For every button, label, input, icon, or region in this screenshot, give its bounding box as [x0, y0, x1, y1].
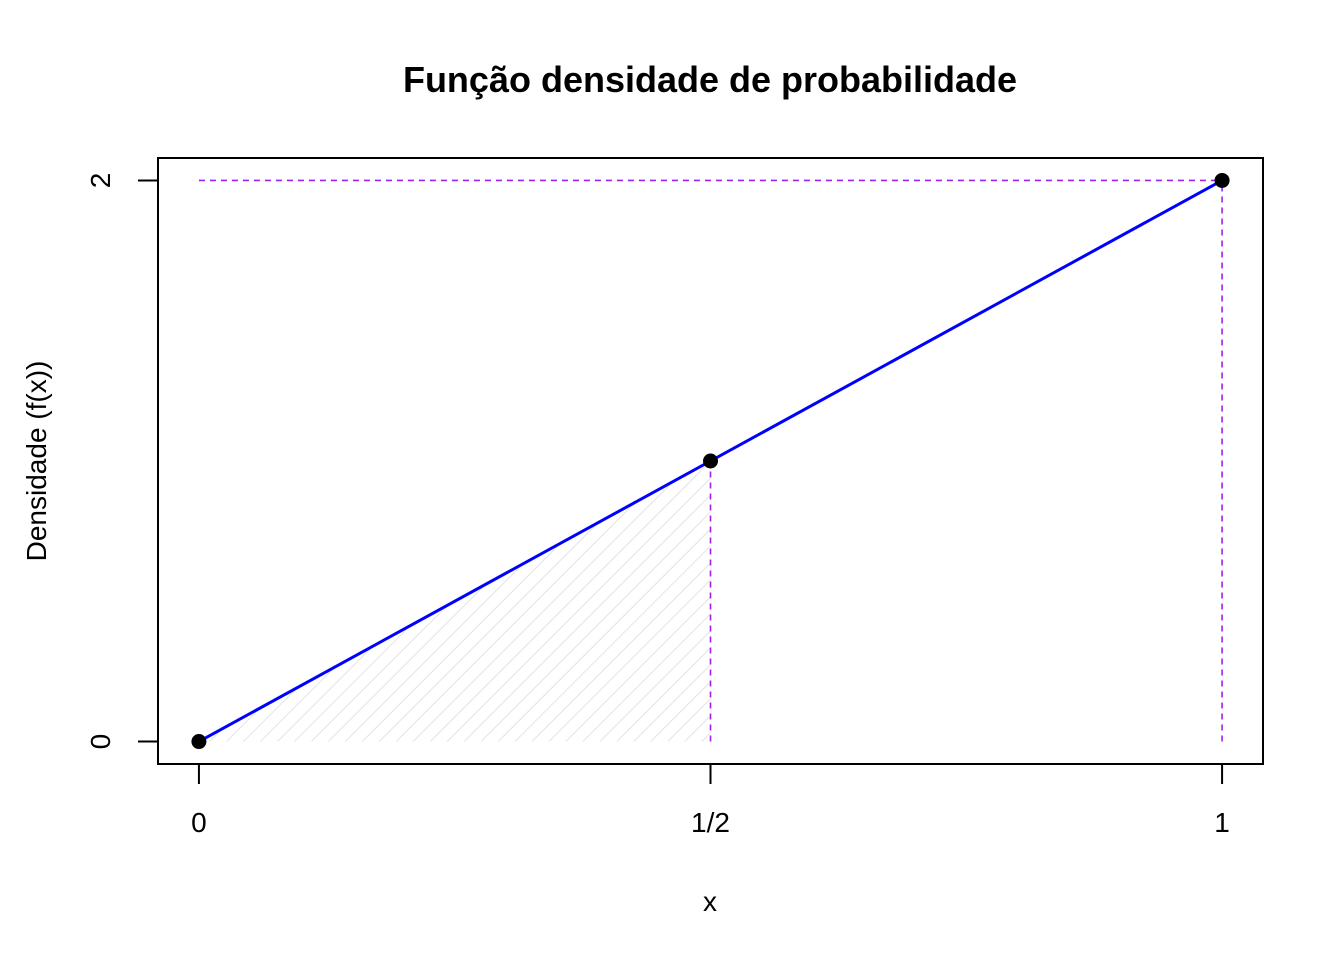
x-tick-label-3: 1	[1214, 807, 1230, 838]
y-tick-label-1: 0	[85, 734, 116, 750]
data-point-3	[1214, 172, 1230, 188]
data-point-2	[703, 453, 718, 469]
y-axis-label: Densidade (f(x))	[21, 361, 52, 562]
data-point-1	[191, 734, 207, 750]
x-tick-label-2: 1/2	[691, 807, 730, 838]
y-tick-label-2: 2	[85, 173, 116, 189]
x-axis-label: x	[703, 886, 717, 917]
x-axis: 0 1/2 1	[191, 764, 1230, 838]
y-axis: 02	[85, 173, 158, 750]
plot-area	[191, 172, 1230, 750]
chart-title: Função densidade de probabilidade	[403, 59, 1017, 100]
x-tick-label-1: 0	[191, 807, 207, 838]
